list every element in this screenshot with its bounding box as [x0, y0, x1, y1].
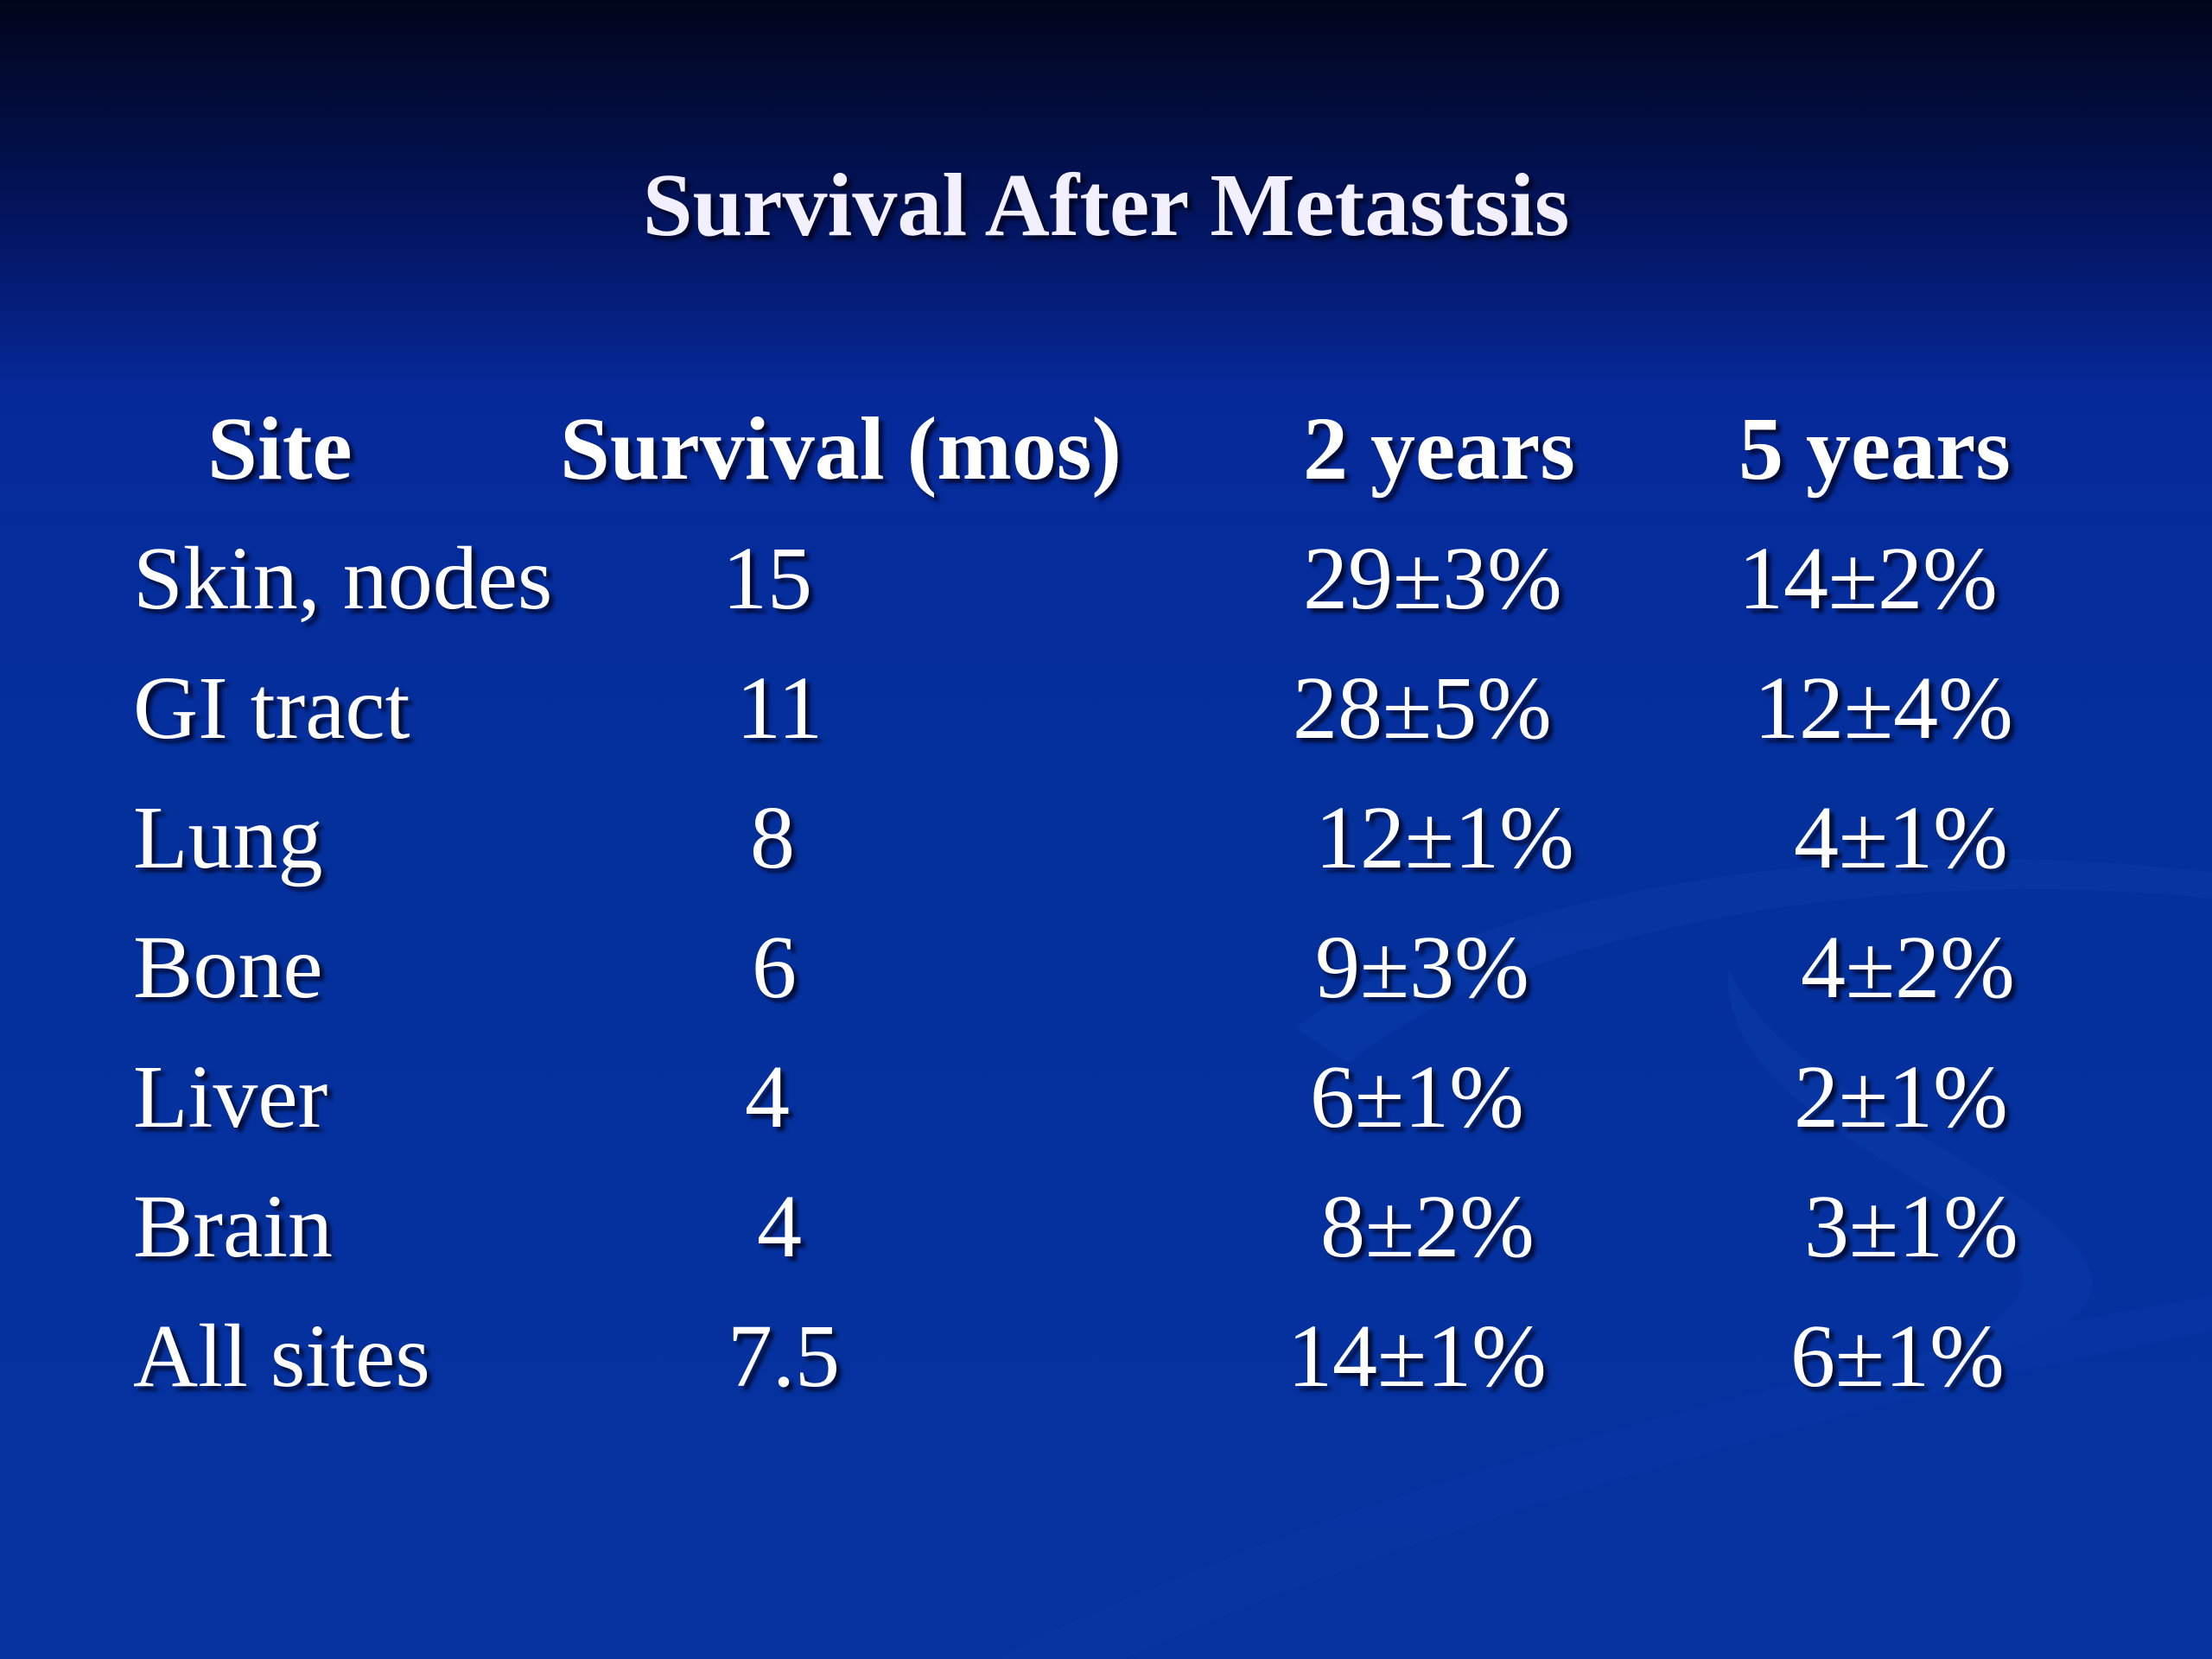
row-5-year-value: 14±2% — [1738, 529, 1998, 628]
row-5-year-value: 2±1% — [1794, 1047, 2008, 1147]
row-5-year-value: 4±1% — [1794, 788, 2008, 887]
row-survival-value: 15 — [722, 529, 812, 628]
row-site-label: Lung — [133, 788, 323, 887]
row-2-year-value: 9±3% — [1315, 918, 1529, 1017]
row-survival-value: 7.5 — [728, 1306, 840, 1406]
row-2-year-value: 6±1% — [1310, 1047, 1524, 1147]
slide-title: Survival After Metastsis — [642, 156, 1570, 255]
header-site: Site — [207, 399, 353, 499]
row-site-label: Skin, nodes — [133, 529, 553, 628]
row-survival-value: 4 — [745, 1047, 790, 1147]
row-site-label: Liver — [133, 1047, 328, 1147]
row-2-year-value: 12±1% — [1315, 788, 1574, 887]
row-survival-value: 4 — [757, 1177, 802, 1276]
row-5-year-value: 6±1% — [1790, 1306, 2005, 1406]
row-2-year-value: 14±1% — [1287, 1306, 1547, 1406]
row-5-year-value: 4±2% — [1801, 918, 2015, 1017]
row-survival-value: 11 — [736, 658, 823, 758]
row-site-label: GI tract — [133, 658, 410, 758]
row-5-year-value: 12±4% — [1754, 658, 2013, 758]
header-5-years: 5 years — [1738, 399, 2011, 499]
row-5-year-value: 3±1% — [1804, 1177, 2018, 1276]
row-2-year-value: 29±3% — [1303, 529, 1562, 628]
row-site-label: Bone — [133, 918, 323, 1017]
row-2-year-value: 28±5% — [1293, 658, 1552, 758]
header-2-years: 2 years — [1303, 399, 1575, 499]
row-survival-value: 8 — [750, 788, 795, 887]
row-2-year-value: 8±2% — [1320, 1177, 1535, 1276]
row-site-label: Brain — [133, 1177, 334, 1276]
row-site-label: All sites — [133, 1306, 430, 1406]
header-survival-mos: Survival (mos) — [560, 399, 1122, 499]
row-survival-value: 6 — [752, 918, 797, 1017]
